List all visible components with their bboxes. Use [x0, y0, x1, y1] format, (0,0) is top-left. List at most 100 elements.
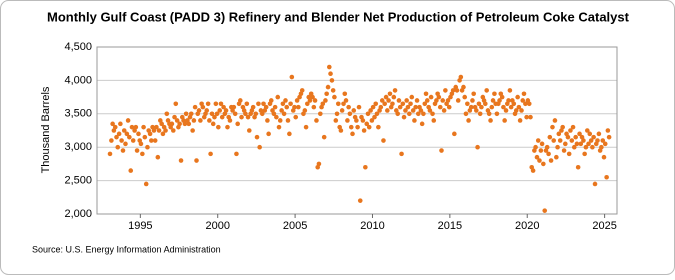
point: [587, 131, 593, 137]
point: [538, 148, 544, 153]
point: [263, 104, 269, 110]
point: [471, 91, 476, 97]
point: [523, 101, 528, 107]
point: [194, 158, 199, 163]
point: [601, 154, 607, 160]
point: [299, 88, 305, 93]
point: [172, 114, 177, 120]
point: [284, 104, 290, 110]
point: [357, 198, 363, 203]
point: [196, 108, 202, 113]
point: [321, 134, 327, 140]
point: [198, 118, 203, 123]
point: [348, 124, 354, 130]
point: [494, 111, 500, 117]
y-tick-label: 4,500: [64, 41, 92, 53]
point: [476, 101, 482, 107]
point: [552, 118, 558, 123]
point: [355, 124, 360, 130]
point: [177, 121, 182, 127]
point: [346, 104, 351, 110]
point: [333, 118, 339, 123]
point: [376, 124, 381, 130]
point: [450, 88, 456, 93]
point: [554, 154, 559, 160]
x-tick-label: 2010: [360, 220, 384, 232]
point: [455, 98, 461, 103]
point: [109, 138, 114, 143]
point: [209, 111, 215, 117]
point: [283, 98, 288, 103]
point: [462, 94, 468, 100]
point: [575, 164, 581, 170]
point: [192, 104, 198, 110]
point: [556, 131, 562, 137]
point: [366, 124, 372, 130]
point: [439, 148, 444, 153]
point: [210, 121, 216, 127]
point: [581, 138, 586, 143]
point: [275, 94, 281, 100]
point: [156, 128, 162, 133]
point: [542, 208, 548, 213]
source: Source: U.S. Energy Information Administ…: [32, 244, 221, 254]
point: [115, 144, 121, 150]
point: [486, 111, 492, 117]
point: [152, 138, 158, 143]
point: [145, 144, 150, 150]
point: [437, 104, 443, 110]
point: [320, 101, 326, 107]
point: [250, 104, 256, 110]
point: [414, 98, 420, 103]
point: [382, 101, 388, 107]
point: [149, 138, 154, 143]
point: [123, 141, 128, 147]
point: [428, 94, 434, 100]
point: [445, 98, 451, 103]
point: [563, 141, 568, 147]
point: [254, 134, 260, 140]
point: [441, 108, 447, 113]
point: [405, 104, 411, 110]
point: [183, 111, 189, 117]
chart-title: Monthly Gulf Coast (PADD 3) Refinery and…: [47, 9, 630, 24]
point: [208, 151, 213, 157]
point: [218, 101, 224, 107]
y-tick-label: 2,500: [64, 175, 92, 187]
point: [178, 158, 184, 163]
point: [119, 138, 124, 143]
point: [261, 101, 266, 107]
point: [403, 108, 408, 113]
point: [169, 121, 175, 127]
point: [265, 118, 270, 123]
point: [288, 101, 293, 107]
point: [577, 131, 582, 137]
point: [557, 138, 563, 143]
point: [127, 134, 132, 140]
point: [550, 124, 555, 130]
point: [142, 134, 148, 140]
point: [583, 144, 589, 150]
point: [234, 151, 239, 157]
point: [410, 108, 416, 113]
point: [133, 124, 139, 130]
y-tick-label: 3,500: [64, 108, 92, 120]
point: [595, 138, 600, 143]
point: [465, 101, 470, 107]
point: [259, 111, 265, 117]
point: [205, 101, 211, 107]
point: [379, 98, 385, 103]
point: [343, 98, 349, 103]
point: [129, 124, 135, 130]
point: [326, 64, 332, 70]
point: [323, 98, 328, 103]
point: [454, 88, 460, 93]
point: [345, 118, 350, 123]
point: [271, 111, 277, 117]
point: [482, 101, 488, 107]
point: [501, 104, 506, 110]
point: [294, 98, 300, 103]
point: [565, 134, 571, 140]
point: [350, 131, 355, 137]
